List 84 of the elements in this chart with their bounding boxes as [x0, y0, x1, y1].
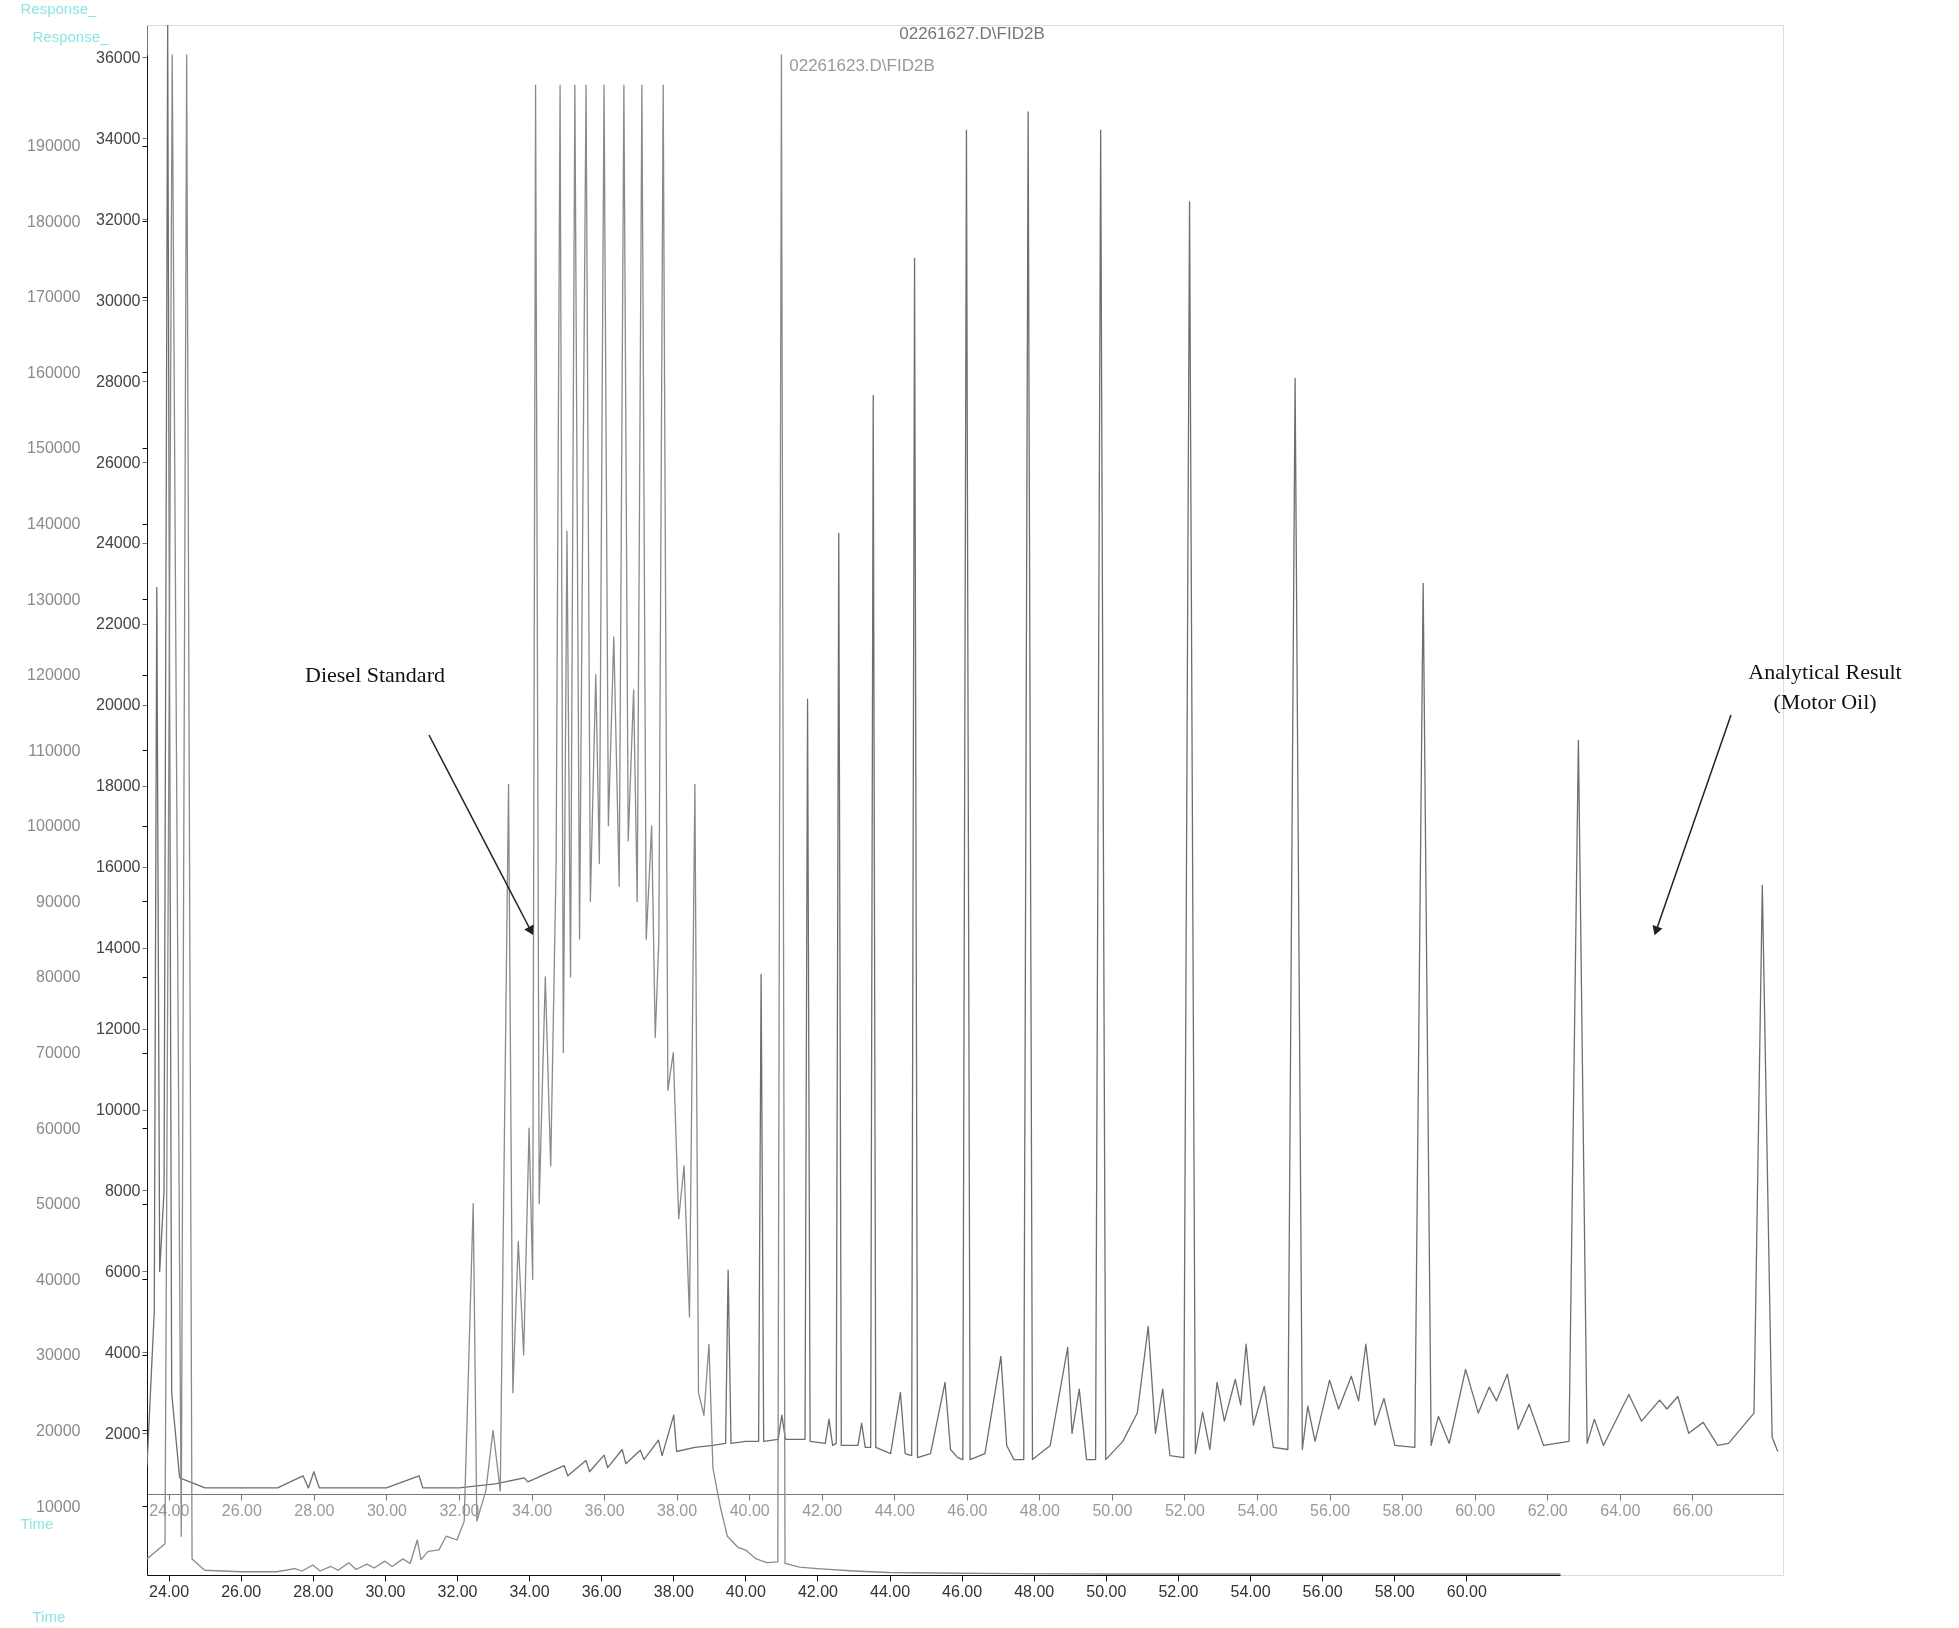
y-tick-label: 130000	[27, 590, 81, 608]
x-tick-label: 54.00	[1230, 1582, 1271, 1600]
x-tick-label: 40.00	[725, 1582, 766, 1600]
x-tick-label: 44.00	[874, 1501, 915, 1519]
x-tick-label: 60.00	[1455, 1501, 1496, 1519]
x-tick-label: 52.00	[1158, 1582, 1199, 1600]
y-tick-label: 32000	[96, 210, 141, 228]
y-tick-label: 14000	[96, 939, 141, 957]
y-tick-label: 12000	[96, 1020, 141, 1038]
x-tick-label: 40.00	[729, 1501, 770, 1519]
x-tick-label: 30.00	[366, 1501, 408, 1519]
x-tick-label: 30.00	[365, 1582, 406, 1600]
x-tick-label: 56.00	[1302, 1582, 1343, 1600]
x-tick-label: 60.00	[1446, 1582, 1487, 1600]
x-tick-label: 36.00	[584, 1501, 625, 1519]
y-axis-title: Response_	[32, 27, 110, 45]
y-tick-label: 6000	[104, 1262, 141, 1280]
x-tick-label: 26.00	[221, 1582, 262, 1600]
y-tick-label: 140000	[27, 515, 81, 533]
y-tick-label: 120000	[27, 666, 81, 684]
x-tick-label: 32.00	[437, 1582, 478, 1600]
x-axis-title: Time	[32, 1607, 66, 1625]
y-tick-label: 100000	[27, 817, 81, 835]
x-tick-label: 50.00	[1086, 1582, 1127, 1600]
annotation: Diesel Standard	[305, 662, 445, 687]
x-tick-label: 54.00	[1237, 1501, 1278, 1519]
x-tick-label: 28.00	[294, 1501, 335, 1519]
x-tick-label: 48.00	[1014, 1582, 1055, 1600]
x-tick-label: 50.00	[1092, 1501, 1133, 1519]
y-tick-label: 160000	[27, 363, 81, 381]
y-tick-label: 80000	[36, 968, 81, 986]
y-tick-label: 190000	[27, 137, 81, 155]
chart-title: 02261627.D\FID2B	[899, 24, 1045, 43]
x-tick-label: 28.00	[293, 1582, 334, 1600]
y-tick-label: 180000	[27, 212, 81, 230]
x-tick-label: 56.00	[1310, 1501, 1351, 1519]
y-tick-label: 16000	[96, 858, 141, 876]
x-tick-label: 36.00	[581, 1582, 622, 1600]
x-tick-label: 26.00	[221, 1501, 262, 1519]
x-tick-label: 58.00	[1374, 1582, 1415, 1600]
y-tick-label: 28000	[96, 372, 141, 390]
annotation: Analytical Result (Motor Oil)	[1748, 659, 1902, 714]
x-tick-label: 48.00	[1019, 1501, 1060, 1519]
x-tick-label: 42.00	[802, 1501, 843, 1519]
y-tick-label: 10000	[36, 1497, 81, 1515]
y-tick-label: 60000	[36, 1119, 81, 1137]
y-tick-label: 22000	[96, 615, 141, 633]
x-tick-label: 58.00	[1382, 1501, 1423, 1519]
x-tick-label: 46.00	[947, 1501, 988, 1519]
x-tick-label: 62.00	[1527, 1501, 1568, 1519]
y-axis-title: Response_	[20, 0, 98, 17]
y-tick-label: 90000	[36, 892, 81, 910]
x-tick-label: 34.00	[509, 1582, 550, 1600]
x-tick-label: 46.00	[942, 1582, 983, 1600]
x-tick-label: 42.00	[797, 1582, 839, 1600]
y-tick-label: 2000	[104, 1424, 141, 1442]
y-tick-label: 150000	[27, 439, 81, 457]
y-tick-label: 50000	[36, 1195, 81, 1213]
y-tick-label: 20000	[96, 696, 141, 714]
x-axis-title: Time	[20, 1514, 54, 1532]
x-tick-label: 64.00	[1600, 1501, 1641, 1519]
x-tick-label: 44.00	[870, 1582, 911, 1600]
chart-title: 02261623.D\FID2B	[789, 56, 935, 75]
y-tick-label: 18000	[96, 777, 141, 795]
x-tick-label: 24.00	[149, 1582, 190, 1600]
x-tick-label: 52.00	[1164, 1501, 1206, 1519]
y-tick-label: 10000	[96, 1101, 141, 1119]
x-tick-label: 34.00	[511, 1501, 553, 1519]
y-tick-label: 70000	[36, 1044, 81, 1062]
x-tick-label: 38.00	[653, 1582, 694, 1600]
y-tick-label: 8000	[104, 1181, 141, 1199]
x-tick-label: 66.00	[1672, 1501, 1713, 1519]
y-tick-label: 20000	[36, 1421, 81, 1439]
y-tick-label: 40000	[36, 1270, 81, 1288]
y-tick-label: 26000	[96, 453, 141, 471]
y-tick-label: 34000	[96, 129, 141, 147]
y-tick-label: 170000	[27, 288, 81, 306]
x-tick-label: 38.00	[657, 1501, 698, 1519]
y-tick-label: 4000	[104, 1343, 141, 1361]
y-tick-label: 30000	[36, 1346, 81, 1364]
y-tick-label: 30000	[96, 291, 141, 309]
y-tick-label: 24000	[96, 534, 141, 552]
y-tick-label: 110000	[28, 741, 81, 759]
y-tick-label: 36000	[96, 48, 141, 66]
